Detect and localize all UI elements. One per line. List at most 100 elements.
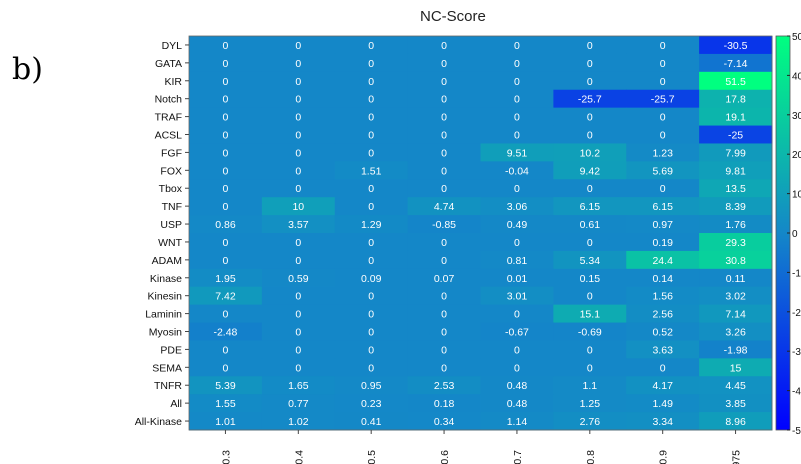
heatmap-cell [407, 89, 481, 109]
cell-value-label: 0 [295, 147, 301, 159]
heatmap-cell [407, 412, 481, 431]
heatmap-cell [261, 125, 336, 144]
heatmap-cell [261, 53, 336, 73]
heatmap-cell [626, 412, 700, 431]
cell-value-label: 0 [295, 362, 301, 374]
cell-value-label: 1.1 [583, 380, 598, 392]
row-label: Kinase [150, 273, 182, 285]
heatmap-cell [334, 53, 409, 73]
cell-value-label: 0 [368, 255, 374, 267]
heatmap-cell [626, 143, 700, 162]
cell-value-label: -1.98 [724, 344, 748, 356]
heatmap-cells: 0 0 0 0 0 0 0 -30.5 0 0 0 0 0 0 0 -7.14 0 0 0 0 0 0 0 51.5 0 0 0 0 0… [188, 35, 773, 431]
heatmap-cell [334, 71, 409, 91]
row-label: Notch [155, 94, 183, 106]
heatmap-cell [553, 394, 627, 413]
heatmap-cell [261, 36, 336, 55]
heatmap-cell [480, 107, 554, 127]
heatmap-cell [480, 71, 554, 91]
cell-value-label: 0 [587, 362, 593, 374]
heatmap-cell [699, 412, 773, 431]
heatmap-cell [480, 125, 554, 144]
heatmap-cell [480, 322, 554, 341]
heatmap-cell [407, 286, 481, 306]
cell-value-label: 0 [368, 76, 374, 88]
heatmap-cell [261, 268, 336, 288]
column-label: 0.4 [293, 450, 305, 464]
row-label: WNT [158, 237, 182, 249]
colorbar-tick-label: 20 [792, 150, 801, 161]
cell-value-label: 0 [587, 291, 593, 303]
heatmap-cell [699, 71, 773, 91]
cell-value-label: 0 [368, 309, 374, 321]
cell-value-label: 0.14 [652, 273, 673, 285]
heatmap-cell [553, 340, 627, 359]
heatmap-cell [553, 197, 627, 216]
cell-value-label: 0 [660, 130, 666, 142]
cell-value-label: 13.5 [725, 183, 746, 195]
heatmap-cell [553, 179, 627, 198]
heatmap-cell [334, 250, 409, 270]
heatmap-cell [189, 376, 263, 395]
cell-value-label: 0 [660, 76, 666, 88]
heatmap-cell [334, 215, 409, 234]
heatmap-cell [480, 358, 554, 377]
cell-value-label: 0.97 [652, 219, 673, 231]
heatmap-cell [334, 286, 409, 306]
panel-label: b) [12, 52, 43, 87]
heatmap-cell [626, 179, 700, 198]
heatmap-cell [553, 161, 627, 180]
cell-value-label: 0 [368, 58, 374, 70]
cell-value-label: 0 [514, 183, 520, 195]
cell-value-label: 5.39 [215, 380, 236, 392]
cell-value-label: 5.69 [652, 165, 673, 177]
cell-value-label: 0 [660, 40, 666, 52]
cell-value-label: 51.5 [725, 76, 746, 88]
cell-value-label: 0 [223, 94, 229, 106]
heatmap-cell [334, 376, 409, 395]
cell-value-label: 0 [295, 237, 301, 249]
column-label: 0.6 [439, 450, 451, 464]
heatmap-column-labels: 0.3 0.4 0.5 0.6 0.7 0.8 0.9 0.975 [220, 430, 743, 464]
heatmap-cell [261, 143, 336, 162]
heatmap-cell [626, 125, 700, 144]
cell-value-label: 0.23 [361, 398, 382, 410]
cell-value-label: 0 [295, 183, 301, 195]
column-label: 0.8 [585, 450, 597, 464]
cell-value-label: 0 [514, 94, 520, 106]
cell-value-label: 1.29 [361, 219, 382, 231]
cell-value-label: 0 [223, 255, 229, 267]
heatmap-cell [407, 394, 481, 413]
heatmap-cell [261, 215, 336, 234]
heatmap-cell [334, 125, 409, 144]
cell-value-label: 1.95 [215, 273, 236, 285]
heatmap-cell [334, 304, 409, 324]
heatmap-cell [261, 89, 336, 109]
cell-value-label: 1.49 [652, 398, 673, 410]
column-label: 0.7 [512, 450, 524, 464]
heatmap-cell [699, 394, 773, 413]
cell-value-label: 0.41 [361, 416, 382, 428]
cell-value-label: 0 [295, 309, 301, 321]
row-label: FGF [161, 147, 182, 159]
cell-value-label: 0 [514, 237, 520, 249]
row-label: GATA [155, 58, 182, 70]
heatmap-cell [553, 215, 627, 234]
cell-value-label: 3.02 [725, 291, 746, 303]
heatmap-cell [407, 304, 481, 324]
cell-value-label: 0 [441, 309, 447, 321]
cell-value-label: 0 [368, 237, 374, 249]
cell-value-label: 0.01 [507, 273, 528, 285]
cell-value-label: 0 [295, 40, 301, 52]
heatmap-cell [480, 286, 554, 306]
cell-value-label: 0 [441, 40, 447, 52]
cell-value-label: 1.02 [288, 416, 309, 428]
heatmap-cell [334, 89, 409, 109]
cell-value-label: 5.34 [580, 255, 601, 267]
heatmap-cell [261, 179, 336, 198]
cell-value-label: -0.85 [432, 219, 456, 231]
cell-value-label: 0.48 [507, 398, 528, 410]
cell-value-label: 7.14 [725, 309, 746, 321]
heatmap-cell [699, 286, 773, 306]
heatmap-cell [189, 53, 263, 73]
